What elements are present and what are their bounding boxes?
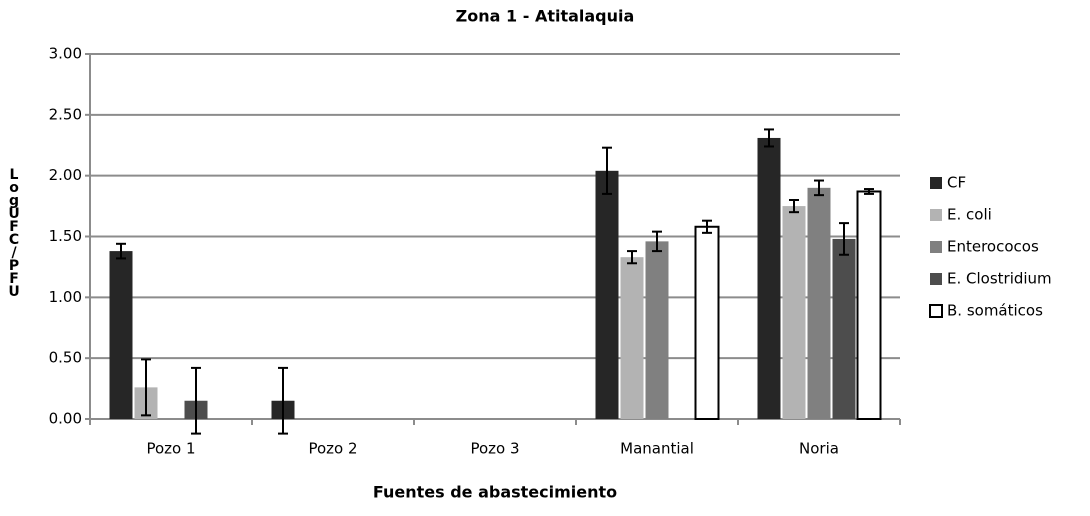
- error-bar: [764, 128, 774, 148]
- y-tick-label: 0.00: [49, 410, 82, 428]
- error-bar: [814, 179, 824, 197]
- error-bar: [652, 230, 662, 253]
- legend-swatch: [930, 209, 942, 221]
- legend-swatch: [930, 177, 942, 189]
- y-tick-label: 1.50: [49, 227, 82, 245]
- bar: [620, 257, 644, 419]
- legend-label: Enterococos: [947, 238, 1039, 256]
- x-tick-label: Pozo 2: [308, 440, 357, 458]
- bar: [595, 170, 619, 419]
- error-bar: [627, 250, 637, 265]
- legend-swatch: [930, 241, 942, 253]
- bar: [694, 225, 720, 420]
- x-tick-label: Pozo 3: [470, 440, 519, 458]
- legend-swatch: [930, 273, 942, 285]
- x-tick-label: Pozo 1: [146, 440, 195, 458]
- error-bar: [864, 188, 874, 195]
- y-tick-label: 1.00: [49, 288, 82, 306]
- error-bar: [191, 366, 201, 435]
- legend-label: B. somáticos: [947, 302, 1043, 320]
- error-bar: [116, 242, 126, 260]
- error-bar: [278, 366, 288, 435]
- y-tick-label: 2.50: [49, 105, 82, 123]
- bar: [645, 241, 669, 419]
- bar: [807, 187, 831, 419]
- x-tick-label: Manantial: [620, 440, 694, 458]
- error-bar: [602, 146, 612, 195]
- error-bar: [141, 358, 151, 417]
- y-tick-label: 2.00: [49, 166, 82, 184]
- bar: [782, 206, 806, 419]
- x-axis-label: Fuentes de abastecimiento: [373, 483, 617, 502]
- error-bar: [789, 199, 799, 214]
- bar: [109, 251, 133, 419]
- y-tick-label: 0.50: [49, 349, 82, 367]
- error-bar: [702, 219, 712, 234]
- legend-label: E. coli: [947, 206, 992, 224]
- legend-label: CF: [947, 174, 966, 192]
- y-tick-label: 3.00: [49, 45, 82, 63]
- bar: [757, 137, 781, 419]
- chart-title: Zona 1 - Atitalaquia: [456, 7, 635, 26]
- legend-swatch: [929, 304, 943, 318]
- x-tick-label: Noria: [799, 440, 839, 458]
- bar: [856, 190, 882, 420]
- bar: [832, 238, 856, 419]
- legend-label: E. Clostridium: [947, 270, 1052, 288]
- error-bar: [839, 222, 849, 256]
